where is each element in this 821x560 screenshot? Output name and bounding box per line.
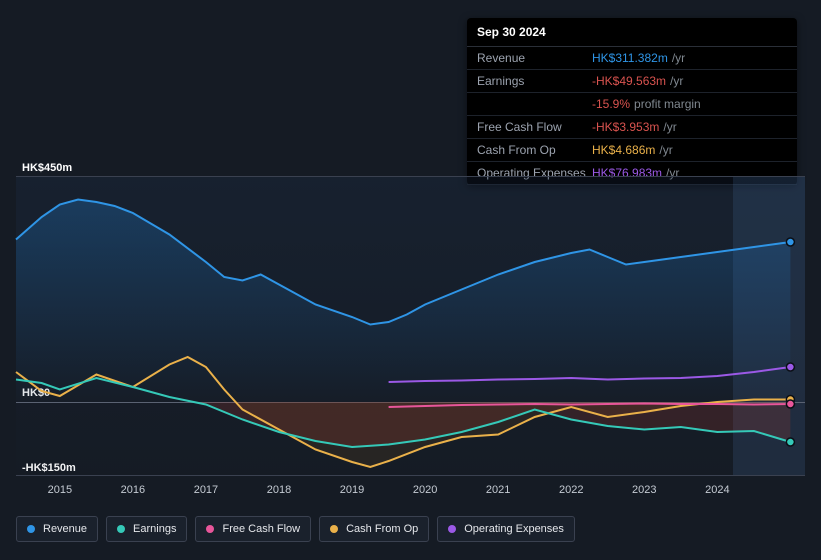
x-axis-label: 2019 (340, 484, 364, 496)
legend-dot-icon (27, 525, 35, 533)
tooltip-row: Earnings-HK$49.563m/yr (467, 70, 797, 93)
tooltip-row: RevenueHK$311.382m/yr (467, 47, 797, 70)
tooltip-row: Free Cash Flow-HK$3.953m/yr (467, 116, 797, 139)
tooltip-row-label: Revenue (477, 51, 592, 65)
legend-label: Free Cash Flow (222, 523, 300, 535)
x-axis-label: 2016 (121, 484, 145, 496)
legend-dot-icon (206, 525, 214, 533)
tooltip-date: Sep 30 2024 (467, 18, 797, 47)
x-axis: 2015 2016 2017 2018 2019 2020 2021 2022 2023 2024 (16, 484, 805, 498)
tooltip-row: -15.9%profit margin (467, 93, 797, 116)
plot-region[interactable] (16, 176, 805, 476)
tooltip-row-value: -15.9%profit margin (592, 97, 701, 111)
legend-label: Earnings (133, 523, 176, 535)
x-axis-label: 2018 (267, 484, 291, 496)
y-axis-label: HK$450m (22, 162, 72, 174)
tooltip-row-label: Earnings (477, 74, 592, 88)
legend-item-earnings[interactable]: Earnings (106, 516, 187, 542)
tooltip-row-label (477, 97, 592, 111)
earnings-end-marker (786, 438, 794, 446)
legend: Revenue Earnings Free Cash Flow Cash From O… (16, 516, 575, 542)
tooltip-row-value: HK$311.382m/yr (592, 51, 685, 65)
legend-label: Revenue (43, 523, 87, 535)
legend-item-cash_op[interactable]: Cash From Op (319, 516, 429, 542)
tooltip-row-label: Free Cash Flow (477, 120, 592, 134)
legend-item-fcf[interactable]: Free Cash Flow (195, 516, 311, 542)
tooltip-row: Cash From OpHK$4.686m/yr (467, 139, 797, 162)
revenue-end-marker (786, 238, 794, 246)
legend-label: Cash From Op (346, 523, 418, 535)
x-axis-label: 2023 (632, 484, 656, 496)
legend-dot-icon (448, 525, 456, 533)
chart-svg (16, 177, 805, 477)
x-axis-label: 2020 (413, 484, 437, 496)
legend-label: Operating Expenses (464, 523, 564, 535)
tooltip-row-value: -HK$49.563m/yr (592, 74, 683, 88)
x-axis-label: 2021 (486, 484, 510, 496)
opex-end-marker (786, 363, 794, 371)
fcf-end-marker (786, 400, 794, 408)
tooltip-row-label: Cash From Op (477, 143, 592, 157)
legend-dot-icon (330, 525, 338, 533)
legend-item-opex[interactable]: Operating Expenses (437, 516, 575, 542)
x-axis-label: 2024 (705, 484, 729, 496)
chart-area: HK$450mHK$0-HK$150m (16, 160, 805, 480)
tooltip-row-value: -HK$3.953m/yr (592, 120, 677, 134)
x-axis-label: 2015 (48, 484, 72, 496)
legend-dot-icon (117, 525, 125, 533)
legend-item-revenue[interactable]: Revenue (16, 516, 98, 542)
revenue-area (16, 200, 790, 403)
tooltip-row-value: HK$4.686m/yr (592, 143, 673, 157)
x-axis-label: 2017 (194, 484, 218, 496)
x-axis-label: 2022 (559, 484, 583, 496)
